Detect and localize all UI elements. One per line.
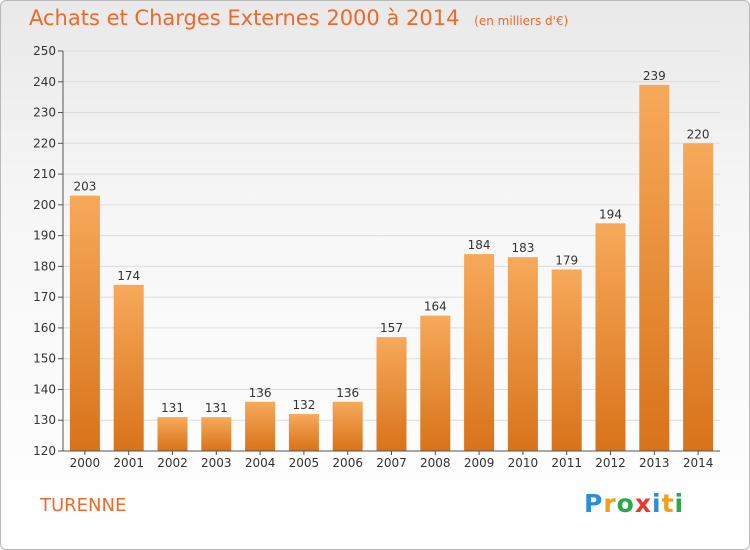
bar-value-label: 203 bbox=[73, 180, 96, 194]
bar-value-label: 164 bbox=[424, 300, 447, 314]
x-tick-label: 2007 bbox=[376, 456, 407, 470]
logo-letter: i bbox=[674, 489, 685, 518]
bar-value-label: 194 bbox=[599, 207, 622, 221]
bar bbox=[376, 337, 407, 451]
bar bbox=[332, 401, 363, 451]
bar bbox=[464, 254, 495, 451]
x-tick-label: 2004 bbox=[245, 456, 276, 470]
bar bbox=[639, 84, 670, 451]
bar-value-label: 183 bbox=[511, 241, 534, 255]
y-tick-label: 160 bbox=[33, 321, 56, 335]
bar bbox=[69, 195, 100, 451]
bar bbox=[245, 401, 276, 451]
x-tick-label: 2013 bbox=[639, 456, 670, 470]
x-tick-label: 2014 bbox=[683, 456, 714, 470]
chart-subtitle: (en milliers d'€) bbox=[474, 14, 569, 28]
chart-title-text: Achats et Charges Externes 2000 à 2014 bbox=[29, 6, 460, 30]
logo-letter: t bbox=[661, 489, 675, 518]
bar bbox=[595, 223, 626, 451]
labels: 120 130 140 150 160 170 180 190 200 210 220 230 240 2… bbox=[33, 44, 713, 470]
bar bbox=[683, 143, 714, 452]
x-tick-label: 2002 bbox=[157, 456, 188, 470]
logo-letter: P bbox=[584, 489, 604, 518]
bar-value-label: 136 bbox=[249, 386, 272, 400]
x-tick-label: 2001 bbox=[113, 456, 144, 470]
axes bbox=[58, 50, 720, 455]
y-tick-label: 220 bbox=[33, 136, 56, 150]
x-tick-label: 2011 bbox=[551, 456, 582, 470]
bar bbox=[113, 284, 144, 451]
y-tick-label: 170 bbox=[33, 290, 56, 304]
x-tick-label: 2008 bbox=[420, 456, 451, 470]
bar bbox=[551, 269, 582, 451]
logo-letter: r bbox=[603, 489, 617, 518]
logo-letter: x bbox=[634, 489, 652, 518]
x-tick-label: 2005 bbox=[289, 456, 320, 470]
logo-letter: i bbox=[652, 489, 662, 518]
x-tick-label: 2009 bbox=[464, 456, 495, 470]
bar-value-label: 239 bbox=[643, 69, 666, 83]
bar bbox=[420, 315, 451, 451]
bar bbox=[507, 257, 538, 451]
x-tick-label: 2003 bbox=[201, 456, 232, 470]
x-tick-label: 2012 bbox=[595, 456, 626, 470]
bar-value-label: 179 bbox=[555, 253, 578, 267]
y-tick-label: 210 bbox=[33, 167, 56, 181]
bar-value-label: 132 bbox=[292, 398, 315, 412]
y-tick-label: 140 bbox=[33, 382, 56, 396]
y-tick-label: 200 bbox=[33, 198, 56, 212]
y-tick-label: 190 bbox=[33, 229, 56, 243]
bar-value-label: 157 bbox=[380, 321, 403, 335]
y-tick-label: 230 bbox=[33, 106, 56, 120]
bar-value-label: 131 bbox=[205, 401, 228, 415]
bar-value-label: 131 bbox=[161, 401, 184, 415]
proxiti-logo: Proxiti bbox=[584, 489, 684, 518]
logo-letter: o bbox=[616, 489, 635, 518]
bar bbox=[201, 417, 232, 451]
y-tick-label: 180 bbox=[33, 259, 56, 273]
place-name: TURENNE bbox=[40, 495, 127, 516]
y-tick-label: 150 bbox=[33, 352, 56, 366]
y-tick-label: 120 bbox=[33, 444, 56, 458]
bar-value-label: 184 bbox=[468, 238, 491, 252]
y-tick-label: 240 bbox=[33, 75, 56, 89]
x-tick-label: 2010 bbox=[508, 456, 539, 470]
bar bbox=[288, 414, 319, 451]
x-tick-label: 2000 bbox=[70, 456, 101, 470]
x-tick-label: 2006 bbox=[332, 456, 363, 470]
bar-value-label: 220 bbox=[687, 127, 710, 141]
bar-value-label: 174 bbox=[117, 269, 140, 283]
chart-title: Achats et Charges Externes 2000 à 2014 (… bbox=[29, 6, 568, 30]
y-tick-label: 130 bbox=[33, 413, 56, 427]
bars bbox=[69, 84, 714, 452]
bar-value-label: 136 bbox=[336, 386, 359, 400]
bar bbox=[157, 417, 188, 451]
y-tick-label: 250 bbox=[33, 44, 56, 58]
